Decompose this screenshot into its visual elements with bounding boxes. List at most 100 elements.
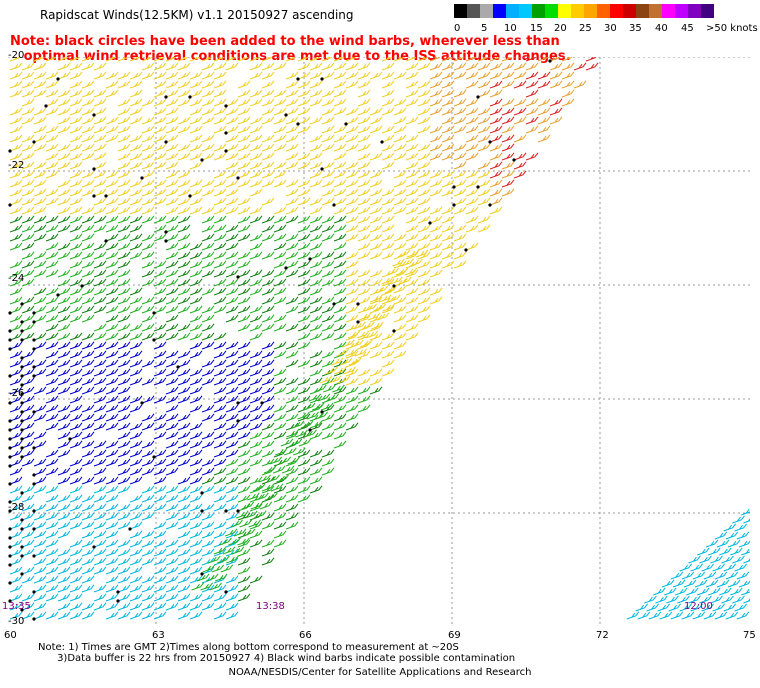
wind-barb — [93, 71, 107, 80]
wind-barb — [345, 251, 359, 260]
color-scale-swatch — [649, 4, 662, 18]
wind-barb — [33, 602, 47, 611]
wind-barb — [275, 447, 288, 456]
wind-barb — [21, 161, 35, 170]
wind-barb — [405, 215, 419, 224]
wind-barb — [165, 224, 179, 233]
wind-barb — [273, 206, 287, 215]
wind-barb — [453, 161, 467, 170]
wind-barb — [165, 395, 179, 404]
quality-flag-dot — [488, 203, 492, 207]
wind-barb — [177, 332, 191, 341]
wind-barb — [21, 152, 35, 161]
quality-flag-dot — [140, 401, 144, 405]
wind-barb — [21, 80, 35, 89]
wind-barb — [441, 107, 455, 116]
scale-label-45: 45 — [681, 23, 694, 34]
wind-barb — [153, 134, 167, 143]
wind-barb — [21, 296, 35, 305]
wind-barb — [213, 251, 227, 260]
wind-barb — [465, 125, 479, 134]
wind-barb — [165, 134, 179, 143]
wind-barb — [117, 548, 131, 557]
wind-barb — [93, 224, 107, 233]
wind-barb — [393, 152, 407, 161]
wind-barb — [201, 476, 215, 485]
wind-barb — [441, 152, 455, 161]
wind-barb — [328, 375, 342, 384]
wind-barb — [141, 548, 155, 557]
wind-barb — [165, 458, 179, 467]
wind-barb — [141, 170, 155, 179]
wind-barb — [321, 422, 335, 431]
quality-flag-dot — [8, 401, 12, 405]
quality-flag-dot — [356, 302, 360, 306]
wind-barb — [93, 305, 107, 314]
wind-barb — [33, 107, 47, 116]
wind-barb — [201, 377, 215, 386]
wind-barb-field — [8, 57, 750, 621]
wind-barb — [57, 476, 71, 485]
wind-barb — [33, 593, 47, 602]
wind-barb — [165, 107, 179, 116]
wind-barb — [429, 143, 443, 152]
wind-barb — [225, 602, 239, 611]
wind-barb — [332, 384, 345, 393]
wind-barb — [297, 62, 311, 71]
wind-barb — [45, 296, 59, 305]
wind-barb — [697, 587, 710, 596]
wind-barb — [177, 386, 191, 395]
quality-flag-dot — [32, 617, 36, 621]
wind-barb — [129, 422, 143, 431]
wind-barb — [249, 476, 263, 485]
wind-barb — [117, 377, 131, 386]
wind-barb — [655, 595, 668, 604]
wind-barb — [189, 440, 203, 449]
wind-barb — [153, 557, 167, 566]
wind-barb — [465, 116, 479, 125]
wind-barb — [165, 62, 179, 71]
wind-barb — [513, 98, 527, 107]
wind-barb — [33, 161, 47, 170]
wind-barb — [333, 242, 347, 251]
wind-barb — [69, 233, 83, 242]
wind-barb — [189, 449, 203, 458]
wind-barb — [356, 330, 370, 339]
wind-barb — [441, 179, 455, 188]
quality-flag-dot — [20, 392, 24, 396]
wind-barb — [249, 278, 263, 287]
wind-barb — [57, 323, 71, 332]
lat-label--22: -22 — [8, 160, 25, 171]
wind-barb — [57, 548, 71, 557]
lon-label-72: 72 — [596, 630, 609, 641]
wind-barb — [129, 197, 143, 206]
quality-flag-dot — [32, 446, 36, 450]
wind-barb — [9, 296, 23, 305]
wind-barb — [326, 393, 340, 402]
wind-barb — [153, 152, 167, 161]
wind-barb — [417, 116, 431, 125]
wind-barb — [585, 57, 597, 62]
wind-barb — [489, 98, 503, 107]
wind-barb — [225, 143, 239, 152]
wind-barb — [129, 152, 143, 161]
wind-barb — [93, 332, 107, 341]
wind-barb — [117, 287, 131, 296]
wind-barb — [33, 188, 47, 197]
wind-barb — [189, 305, 203, 314]
wind-barb — [45, 539, 59, 548]
wind-barb — [189, 566, 203, 575]
wind-barb — [309, 179, 323, 188]
wind-barb — [177, 206, 191, 215]
wind-barb — [81, 332, 95, 341]
wind-barb — [249, 287, 263, 296]
wind-barb — [21, 494, 35, 503]
wind-barb — [165, 215, 179, 224]
wind-barb — [405, 152, 419, 161]
wind-barb — [33, 341, 47, 350]
quality-flag-dot — [8, 509, 12, 513]
quality-flag-dot — [8, 545, 12, 549]
wind-barb — [165, 80, 179, 89]
wind-barb — [309, 152, 323, 161]
wind-barb — [453, 57, 465, 62]
